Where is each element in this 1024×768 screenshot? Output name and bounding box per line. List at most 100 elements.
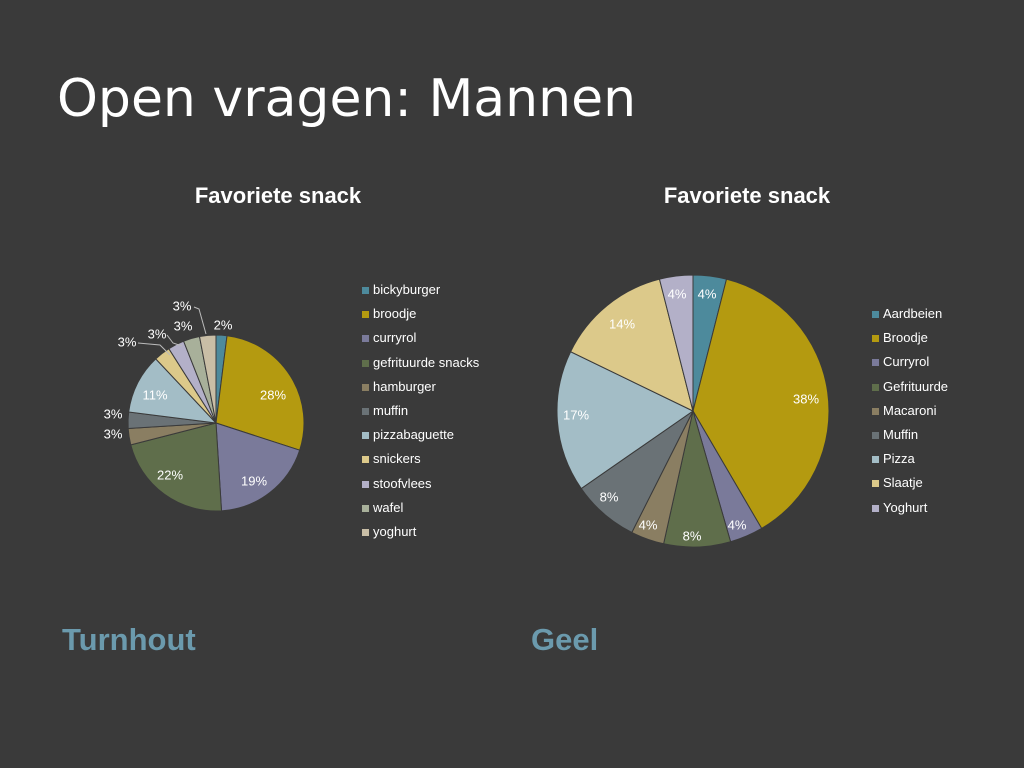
slide-title: Open vragen: Mannen: [57, 69, 637, 129]
legend-label: Macaroni: [883, 402, 937, 418]
legend-label: Pizza: [883, 451, 915, 467]
legend-item-geel-gefrituurde: Gefrituurde: [872, 378, 948, 402]
pie-slice-geel-yoghurt: [658, 274, 694, 412]
legend-label: curryrol: [373, 330, 417, 346]
leader-line-turnhout-yoghurt: [193, 306, 207, 335]
legend-swatch: [872, 456, 879, 464]
legend-label: Yoghurt: [883, 499, 928, 515]
legend-item-geel-aardbeien: Aardbeien: [872, 305, 948, 329]
pie-chart-geel: 4% 38% 4% 8% 4% 8% 17% 14% 4%: [556, 274, 830, 548]
legend-label: Curryrol: [883, 354, 930, 370]
legend-swatch: [872, 504, 879, 512]
legend-item-turnhout-curryrol: curryrol: [362, 329, 479, 353]
chart-title-geel: Favoriete snack: [663, 183, 831, 208]
legend-label: hamburger: [373, 378, 436, 394]
legend-label: muffin: [373, 402, 409, 418]
slice-label-geel-muffin: 8%: [600, 489, 619, 504]
legend-label: bickyburger: [373, 282, 441, 297]
legend-item-turnhout-pizzabaguette: pizzabaguette: [362, 426, 479, 450]
slice-label-turnhout-yoghurt: 3%: [173, 298, 192, 313]
legend-item-turnhout-stoofvlees: stoofvlees: [362, 475, 479, 499]
pie-chart-turnhout: 2% 28% 19% 22% 3% 3% 11% 3% 3% 3% 3%: [104, 298, 305, 512]
slice-label-turnhout-snickers: 3%: [118, 334, 137, 349]
legend-label: Broodje: [883, 330, 928, 346]
legend-label: stoofvlees: [373, 475, 432, 491]
pie-slice-turnhout-broodje: [215, 335, 305, 451]
slice-label-turnhout-curryrol: 19%: [241, 473, 267, 488]
legend-swatch: [872, 431, 879, 439]
legend-item-geel-muffin: Muffin: [872, 426, 948, 450]
legend-item-turnhout-gefrituurde-snacks: gefrituurde snacks: [362, 354, 479, 378]
legend-label: Slaatje: [883, 475, 923, 491]
legend-swatch: [362, 383, 369, 391]
slice-label-geel-pizza: 17%: [563, 407, 589, 422]
slice-label-geel-curryrol: 4%: [728, 517, 747, 532]
slice-label-geel-aardbeien: 4%: [698, 286, 717, 301]
pie-slice-geel-slaatje: [569, 278, 694, 412]
legend-swatch: [362, 504, 369, 512]
pie-slice-turnhout-yoghurt: [198, 334, 217, 424]
legend-swatch: [362, 311, 369, 319]
slice-label-geel-yoghurt: 4%: [668, 286, 687, 301]
legend-item-turnhout-wafel: wafel: [362, 499, 479, 523]
slice-label-turnhout-pizzabaguette: 11%: [142, 387, 167, 402]
legend-swatch: [362, 528, 369, 536]
legend-item-turnhout-muffin: muffin: [362, 402, 479, 426]
legend-label: wafel: [373, 499, 404, 515]
legend-swatch: [362, 432, 369, 440]
legend-item-geel-pizza: Pizza: [872, 450, 948, 474]
slice-label-turnhout-bickyburger: 2%: [214, 317, 233, 332]
legend-item-geel-slaatje: Slaatje: [872, 474, 948, 498]
legend-label: broodje: [373, 306, 417, 322]
legend-item-turnhout-yoghurt: yoghurt: [362, 523, 479, 547]
slice-label-turnhout-broodje: 28%: [260, 387, 286, 402]
legend-swatch: [362, 287, 369, 294]
legend-item-geel-curryrol: Curryrol: [872, 353, 948, 377]
legend-item-turnhout-snickers: snickers: [362, 450, 479, 474]
slice-label-turnhout-gefrituurde-snacks: 22%: [157, 467, 183, 482]
legend-item-geel-yoghurt: Yoghurt: [872, 499, 948, 523]
slice-label-turnhout-stoofvlees: 3%: [148, 326, 167, 341]
legend-label: gefrituurde snacks: [373, 354, 480, 370]
pie-slice-turnhout-gefrituurde-snacks: [130, 422, 223, 512]
legend-item-turnhout-hamburger: hamburger: [362, 378, 479, 402]
region-label-turnhout: Turnhout: [62, 622, 196, 657]
legend-swatch: [872, 335, 879, 343]
legend-swatch: [362, 359, 369, 367]
legend-swatch: [362, 335, 369, 343]
legend-swatch: [872, 359, 879, 367]
legend-swatch: [362, 407, 369, 415]
legend-swatch: [872, 383, 879, 391]
legend-item-geel-macaroni: Macaroni: [872, 402, 948, 426]
legend-geel: Aardbeien Broodje Curryrol Gefrituurde Macar…: [872, 305, 948, 523]
legend-swatch: [362, 480, 369, 488]
legend-label: snickers: [373, 451, 421, 467]
leader-line-turnhout-stoofvlees: [166, 334, 183, 347]
slice-label-turnhout-hamburger: 3%: [104, 426, 123, 441]
legend-label: yoghurt: [373, 523, 417, 539]
legend-item-geel-broodje: Broodje: [872, 329, 948, 353]
slice-label-geel-broodje: 38%: [793, 391, 819, 406]
legend-swatch: [362, 456, 369, 464]
legend-label: Muffin: [883, 426, 919, 442]
leader-line-turnhout-snickers: [137, 342, 171, 356]
legend-label: Aardbeien: [883, 306, 943, 321]
slice-label-geel-gefrituurde: 8%: [683, 528, 702, 543]
legend-item-turnhout-bickyburger: bickyburger: [362, 281, 479, 305]
chart-title-turnhout: Favoriete snack: [194, 183, 362, 208]
pie-slice-geel-pizza: [556, 351, 694, 490]
pie-slice-geel-broodje: [692, 278, 830, 530]
region-label-geel: Geel: [531, 622, 599, 657]
pie-slice-turnhout-curryrol: [215, 422, 301, 512]
legend-label: Gefrituurde: [883, 378, 949, 394]
legend-item-turnhout-broodje: broodje: [362, 305, 479, 329]
slice-label-geel-macaroni: 4%: [639, 517, 658, 532]
legend-label: pizzabaguette: [373, 427, 454, 443]
slice-label-turnhout-muffin: 3%: [104, 406, 123, 421]
slice-label-turnhout-wafel: 3%: [174, 318, 193, 333]
slice-label-geel-slaatje: 14%: [609, 316, 635, 331]
legend-swatch: [872, 311, 879, 318]
legend-turnhout: bickyburger broodje curryrol gefrituurde sn…: [362, 281, 479, 547]
